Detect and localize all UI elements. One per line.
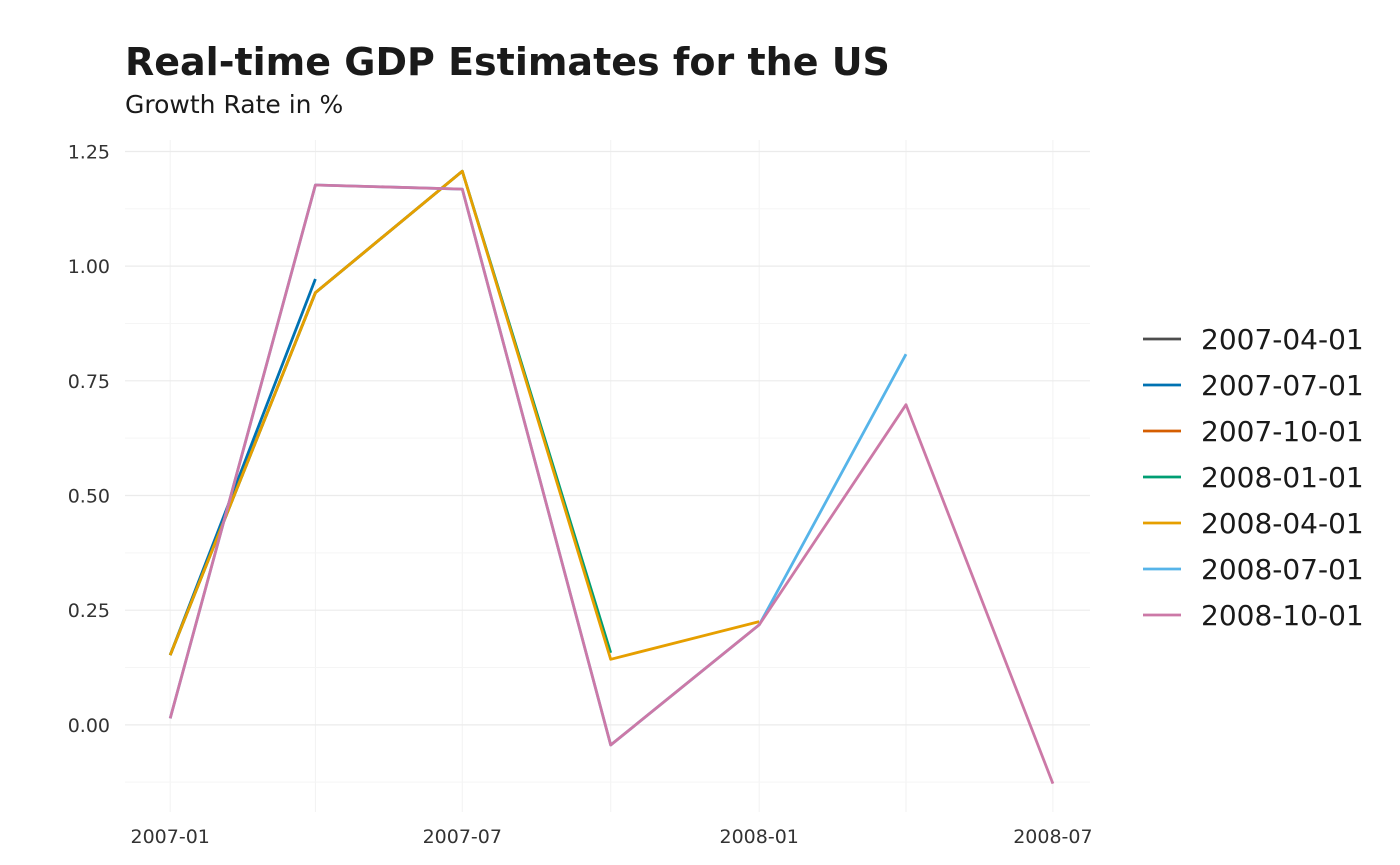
series-line xyxy=(168,169,760,661)
legend-label: 2008-07-01 xyxy=(1201,553,1364,586)
legend-label: 2008-01-01 xyxy=(1201,461,1364,494)
x-tick-label: 2008-07 xyxy=(1013,826,1092,848)
y-tick-label: 1.25 xyxy=(68,141,110,163)
chart-subtitle: Growth Rate in % xyxy=(125,90,344,119)
y-tick-label: 0.00 xyxy=(68,715,110,737)
legend-label: 2008-04-01 xyxy=(1201,507,1364,540)
y-tick-label: 0.75 xyxy=(68,371,110,393)
y-tick-label: 0.25 xyxy=(68,600,110,622)
y-tick-label: 0.50 xyxy=(68,485,110,507)
y-tick-label: 1.00 xyxy=(68,256,110,278)
legend-label: 2008-10-01 xyxy=(1201,599,1364,632)
legend-label: 2007-10-01 xyxy=(1201,415,1364,448)
series-line xyxy=(168,183,908,747)
series-line xyxy=(168,169,613,656)
series-line xyxy=(168,183,1055,785)
x-tick-label: 2007-07 xyxy=(423,826,502,848)
series-line xyxy=(168,170,464,656)
x-tick-label: 2007-01 xyxy=(130,826,209,848)
legend-label: 2007-07-01 xyxy=(1201,369,1364,402)
chart-title: Real-time GDP Estimates for the US xyxy=(125,40,890,84)
x-tick-label: 2008-01 xyxy=(719,826,798,848)
legend-label: 2007-04-01 xyxy=(1201,323,1364,356)
